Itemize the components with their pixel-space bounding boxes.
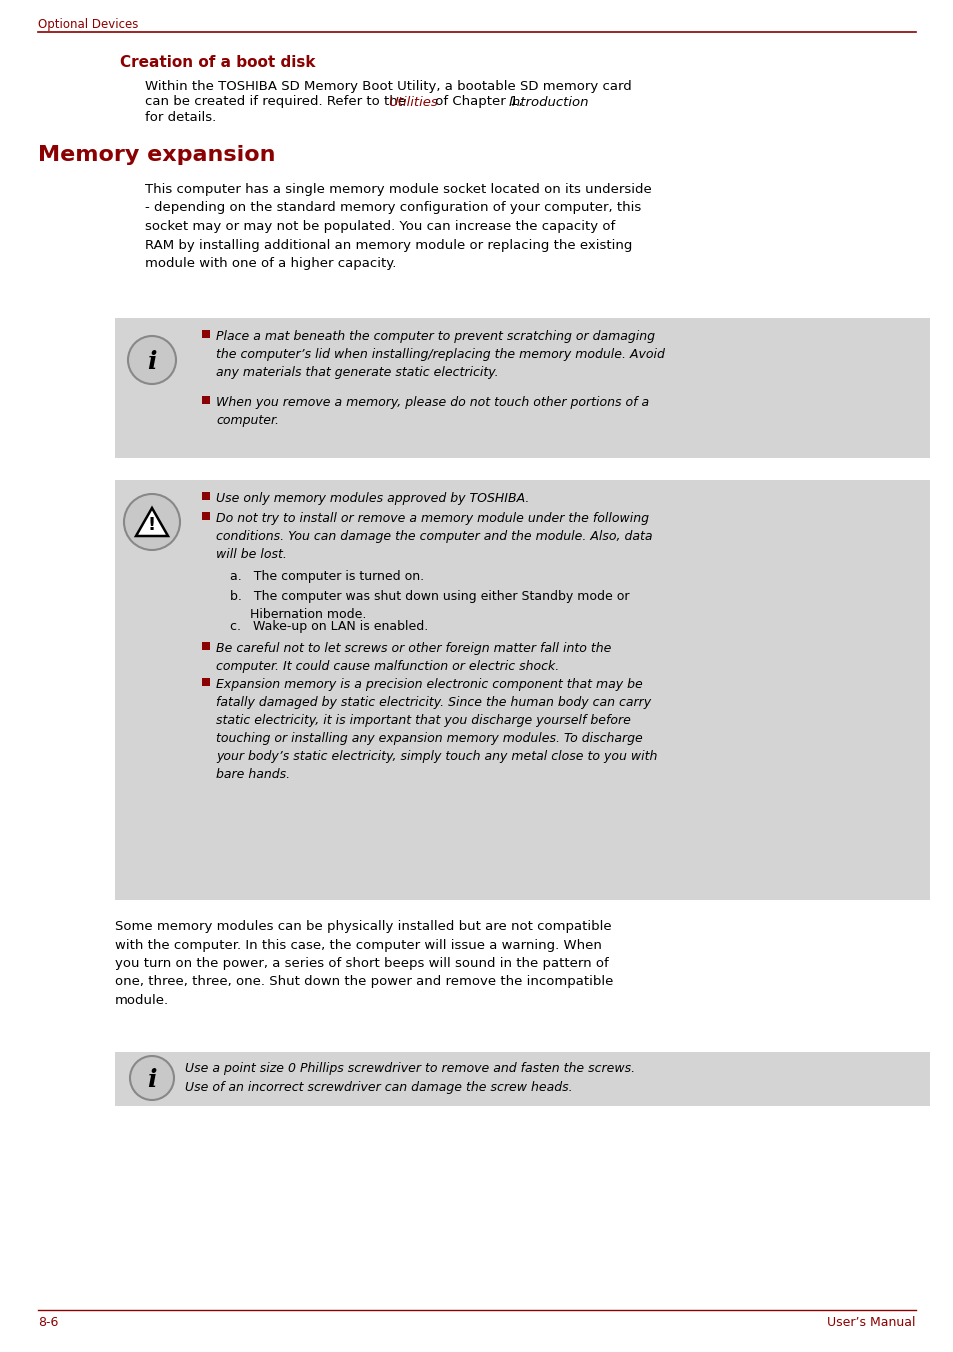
Bar bbox=[202, 330, 210, 338]
Text: i: i bbox=[147, 350, 156, 375]
Circle shape bbox=[149, 1075, 155, 1082]
Bar bbox=[115, 318, 929, 458]
Circle shape bbox=[139, 347, 165, 373]
Circle shape bbox=[130, 1056, 173, 1101]
Circle shape bbox=[151, 358, 153, 361]
Circle shape bbox=[142, 350, 162, 370]
Text: 8-6: 8-6 bbox=[38, 1315, 58, 1329]
Circle shape bbox=[138, 346, 166, 375]
Circle shape bbox=[134, 1060, 170, 1095]
Text: Within the TOSHIBA SD Memory Boot Utility, a bootable SD memory card: Within the TOSHIBA SD Memory Boot Utilit… bbox=[145, 80, 631, 93]
Circle shape bbox=[144, 1069, 160, 1086]
Circle shape bbox=[150, 1076, 154, 1080]
Circle shape bbox=[146, 1072, 157, 1084]
Polygon shape bbox=[136, 508, 168, 535]
Circle shape bbox=[131, 1057, 172, 1099]
Text: !: ! bbox=[148, 516, 156, 534]
Text: Introduction: Introduction bbox=[509, 96, 589, 108]
Circle shape bbox=[147, 1073, 156, 1083]
Circle shape bbox=[148, 356, 155, 364]
Bar bbox=[115, 480, 929, 900]
Circle shape bbox=[129, 337, 174, 383]
Text: Place a mat beneath the computer to prevent scratching or damaging
the computer’: Place a mat beneath the computer to prev… bbox=[215, 330, 664, 379]
Circle shape bbox=[141, 1068, 162, 1088]
Circle shape bbox=[145, 1071, 159, 1084]
Text: Expansion memory is a precision electronic component that may be
fatally damaged: Expansion memory is a precision electron… bbox=[215, 677, 657, 781]
Circle shape bbox=[140, 349, 163, 372]
Text: This computer has a single memory module socket located on its underside
- depen: This computer has a single memory module… bbox=[145, 183, 651, 270]
Circle shape bbox=[130, 1056, 173, 1101]
Circle shape bbox=[128, 337, 175, 384]
Text: a.   The computer is turned on.: a. The computer is turned on. bbox=[230, 571, 424, 583]
Text: can be created if required. Refer to the: can be created if required. Refer to the bbox=[145, 96, 410, 108]
Text: Do not try to install or remove a memory module under the following
conditions. : Do not try to install or remove a memory… bbox=[215, 512, 652, 561]
Circle shape bbox=[124, 493, 180, 550]
Text: Memory expansion: Memory expansion bbox=[38, 145, 275, 165]
Circle shape bbox=[134, 342, 170, 377]
Bar bbox=[202, 642, 210, 650]
Text: User’s Manual: User’s Manual bbox=[826, 1315, 915, 1329]
Circle shape bbox=[143, 1068, 161, 1087]
Circle shape bbox=[150, 357, 154, 362]
Circle shape bbox=[137, 1063, 167, 1092]
Circle shape bbox=[147, 356, 157, 365]
Text: b.   The computer was shut down using either Standby mode or
     Hibernation mo: b. The computer was shut down using eith… bbox=[230, 589, 629, 621]
Bar bbox=[202, 396, 210, 404]
Circle shape bbox=[146, 354, 158, 366]
Circle shape bbox=[151, 1076, 153, 1079]
Circle shape bbox=[135, 1061, 168, 1094]
Circle shape bbox=[133, 1060, 171, 1096]
Circle shape bbox=[144, 353, 159, 368]
Text: Use a point size 0 Phillips screwdriver to remove and fasten the screws.
Use of : Use a point size 0 Phillips screwdriver … bbox=[185, 1063, 635, 1094]
Circle shape bbox=[132, 341, 171, 379]
Text: Be careful not to let screws or other foreign matter fall into the
computer. It : Be careful not to let screws or other fo… bbox=[215, 642, 611, 673]
Circle shape bbox=[138, 1064, 166, 1092]
Bar bbox=[202, 492, 210, 500]
Circle shape bbox=[128, 337, 175, 384]
Text: When you remove a memory, please do not touch other portions of a
computer.: When you remove a memory, please do not … bbox=[215, 396, 648, 427]
Bar bbox=[202, 677, 210, 685]
Text: c.   Wake-up on LAN is enabled.: c. Wake-up on LAN is enabled. bbox=[230, 621, 428, 633]
Circle shape bbox=[143, 352, 161, 369]
Circle shape bbox=[132, 1059, 172, 1098]
Bar bbox=[202, 512, 210, 521]
Text: i: i bbox=[147, 1068, 156, 1092]
Text: Creation of a boot disk: Creation of a boot disk bbox=[120, 55, 315, 70]
Circle shape bbox=[136, 345, 167, 375]
Circle shape bbox=[140, 1067, 163, 1090]
Bar bbox=[115, 1052, 929, 1106]
Text: for details.: for details. bbox=[145, 111, 216, 124]
Text: Some memory modules can be physically installed but are not compatible
with the : Some memory modules can be physically in… bbox=[115, 919, 613, 1007]
Text: Utilities: Utilities bbox=[388, 96, 437, 108]
Circle shape bbox=[132, 339, 172, 380]
Text: Optional Devices: Optional Devices bbox=[38, 18, 138, 31]
Text: Use only memory modules approved by TOSHIBA.: Use only memory modules approved by TOSH… bbox=[215, 492, 529, 506]
Circle shape bbox=[135, 343, 169, 376]
Text: of Chapter 1,: of Chapter 1, bbox=[431, 96, 526, 108]
Circle shape bbox=[139, 1065, 165, 1091]
Circle shape bbox=[131, 338, 173, 381]
